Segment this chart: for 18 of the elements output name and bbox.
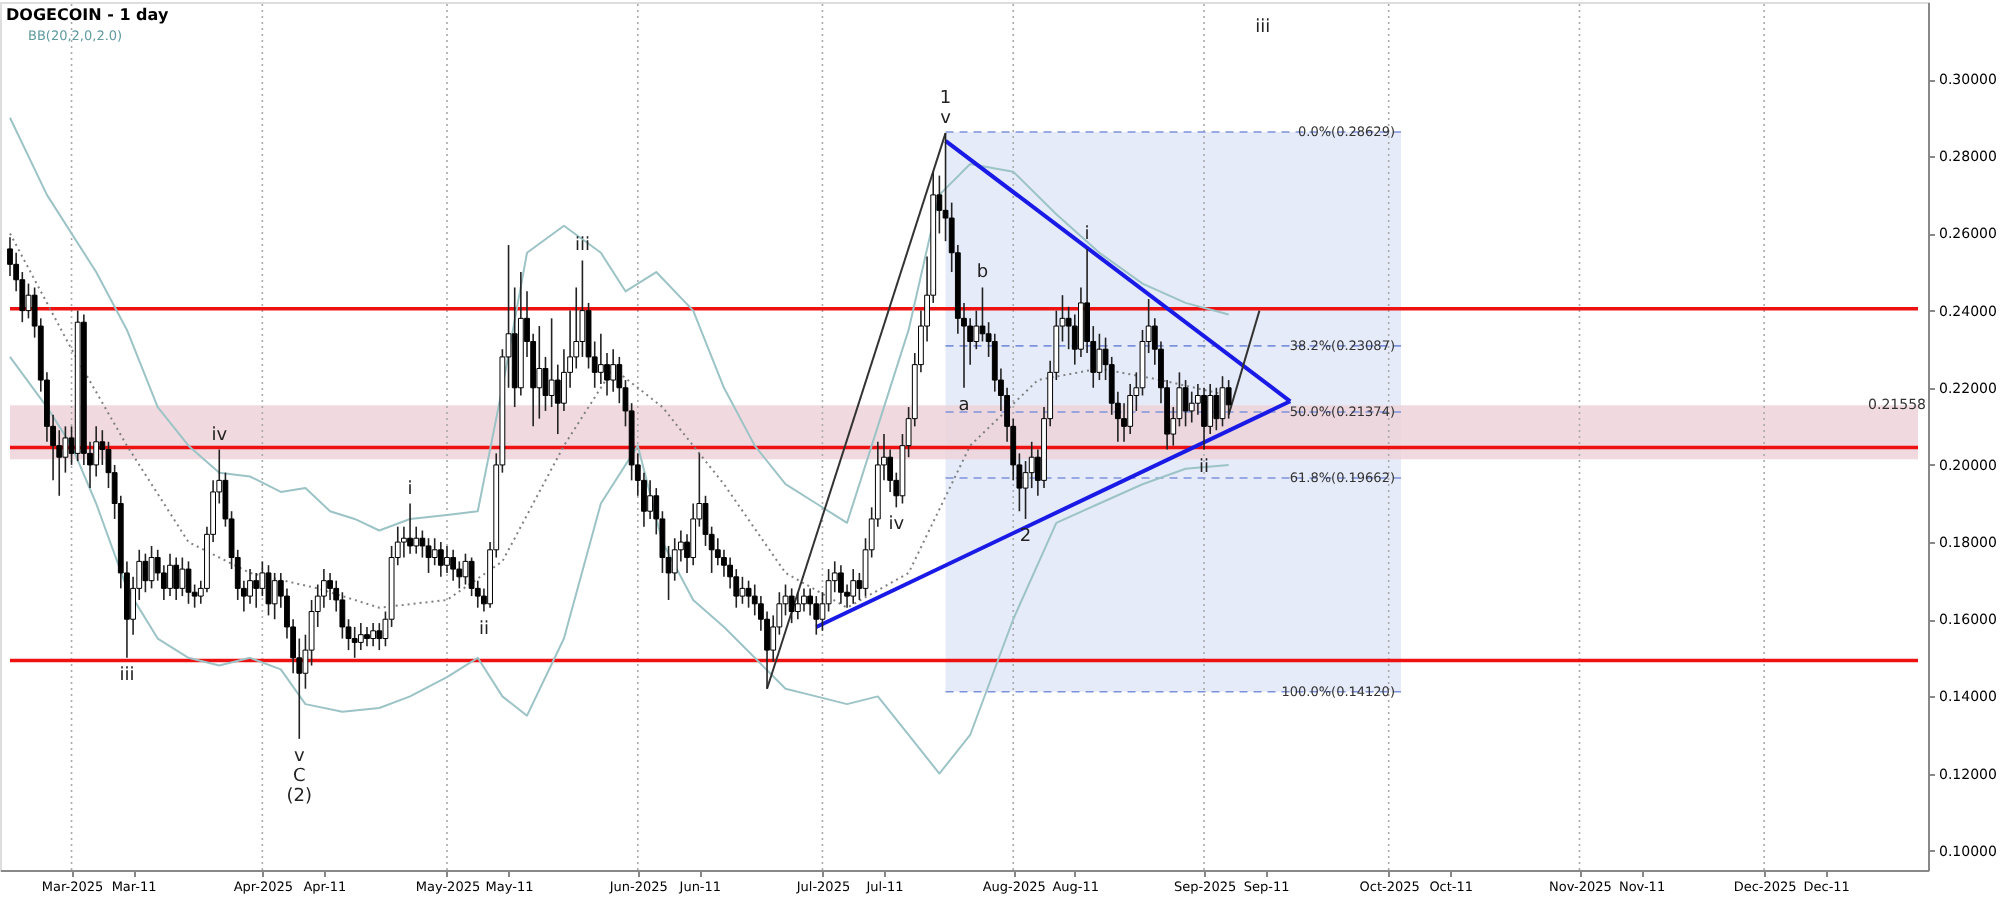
annotation: v [940, 109, 953, 130]
annotation: 1 [939, 89, 952, 110]
annotation: v [293, 746, 306, 767]
annotation: iv [211, 425, 229, 446]
annotation: iv [888, 515, 906, 536]
annotation: i [407, 479, 413, 500]
annotation: a [958, 395, 970, 416]
annotation: ii [1199, 457, 1210, 478]
annotation: iii [574, 236, 590, 257]
annotation: (2) [286, 786, 313, 807]
annotation: i [1084, 224, 1090, 245]
annotation: ii [478, 619, 489, 640]
annotation: C [292, 766, 306, 787]
annotation: b [976, 263, 989, 284]
annotation: 2 [1019, 526, 1032, 547]
annotation: iii [119, 665, 135, 686]
chart-title: DOGECOIN - 1 day [6, 6, 170, 24]
annotation: iii [1255, 18, 1271, 38]
